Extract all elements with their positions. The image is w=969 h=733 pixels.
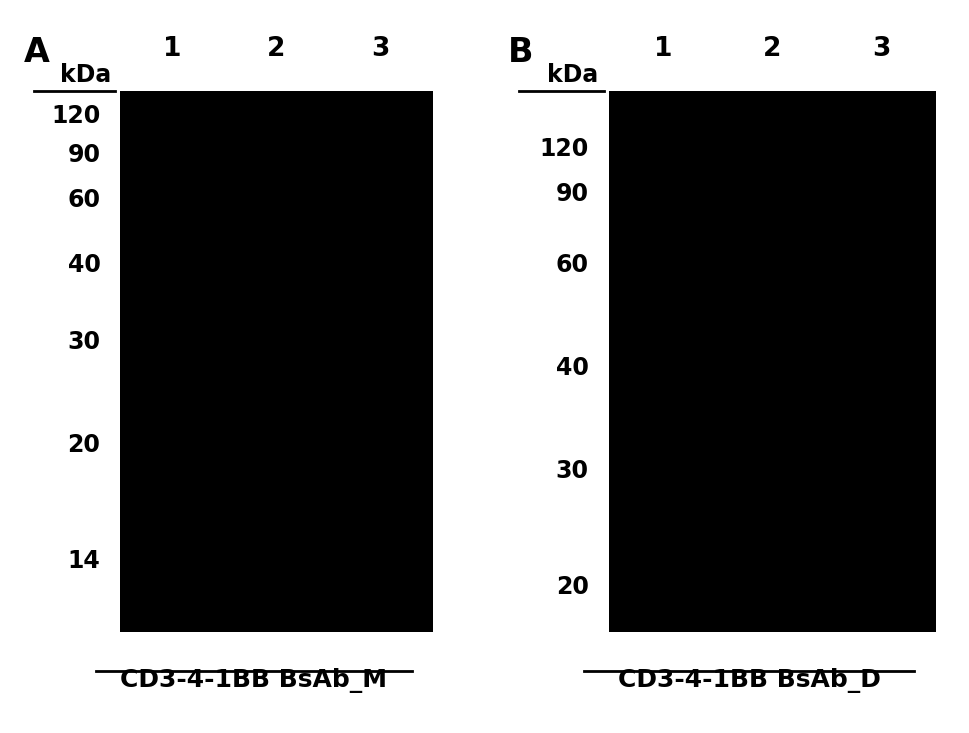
Text: B: B [509,36,534,69]
Text: 14: 14 [68,550,101,573]
Text: 30: 30 [68,330,101,354]
Text: 120: 120 [540,136,588,161]
Bar [119,91,433,633]
Text: 120: 120 [51,104,101,128]
Text: 90: 90 [68,143,101,167]
Text: 2: 2 [764,36,782,62]
Text: 40: 40 [68,253,101,277]
Text: 1: 1 [163,36,181,62]
Text: CD3-4-1BB BsAb_M: CD3-4-1BB BsAb_M [120,668,388,693]
Text: 60: 60 [555,253,588,277]
Text: 2: 2 [267,36,286,62]
Text: A: A [23,36,49,69]
Text: 40: 40 [555,356,588,380]
Text: kDa: kDa [60,63,111,87]
Text: 3: 3 [371,36,390,62]
Text: 20: 20 [555,575,588,600]
Text: kDa: kDa [547,63,599,87]
Text: CD3-4-1BB BsAb_D: CD3-4-1BB BsAb_D [617,668,881,693]
Text: 90: 90 [555,182,588,206]
Text: 60: 60 [68,188,101,213]
Text: 3: 3 [872,36,891,62]
Text: 1: 1 [654,36,672,62]
Bar [609,91,936,633]
Text: 30: 30 [555,459,588,483]
Text: 20: 20 [68,433,101,457]
